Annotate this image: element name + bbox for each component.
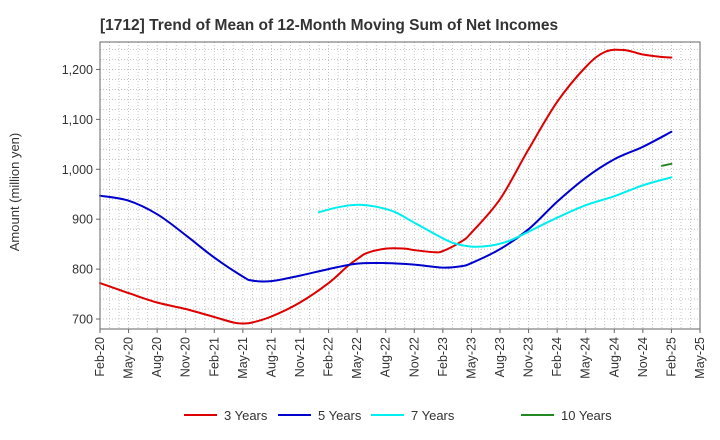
x-tick-label: May-21 — [236, 337, 250, 379]
series-layer — [99, 48, 673, 325]
x-tick-label: Aug-23 — [493, 337, 507, 377]
x-tick-label: May-25 — [693, 337, 707, 379]
chart-title: [1712] Trend of Mean of 12-Month Moving … — [100, 17, 558, 34]
x-tick-label: Nov-21 — [293, 337, 307, 377]
x-tick-label: Aug-24 — [607, 337, 621, 377]
series-line-10-years — [660, 162, 673, 167]
x-tick-label: Aug-22 — [379, 337, 393, 377]
x-tick-label: May-23 — [464, 337, 478, 379]
x-tick-label: May-20 — [122, 337, 136, 379]
legend-label-5-years: 5 Years — [318, 408, 362, 423]
series-line-5-years — [99, 130, 673, 283]
legend-label-10-years: 10 Years — [561, 408, 612, 423]
x-tick-label: Feb-22 — [322, 337, 336, 377]
x-tick-label: Nov-24 — [636, 337, 650, 377]
x-tick-label: Feb-25 — [664, 337, 678, 377]
legend-label-7-years: 7 Years — [411, 408, 455, 423]
y-tick-label: 700 — [72, 313, 93, 327]
x-tick-label: Nov-22 — [407, 337, 421, 377]
y-tick-label: 1,200 — [62, 63, 93, 77]
x-tick-label: Aug-20 — [150, 337, 164, 377]
grid-lines — [99, 42, 701, 329]
legend: 3 Years 5 Years 7 Years 10 Years — [184, 408, 612, 423]
x-tick-label: Feb-21 — [207, 337, 221, 377]
y-axis-label: Amount (million yen) — [7, 133, 22, 252]
x-tick-label: Nov-20 — [179, 337, 193, 377]
y-tick-label: 1,100 — [62, 113, 93, 127]
x-tick-label: Nov-23 — [522, 337, 536, 377]
series-line-3-years — [99, 48, 673, 325]
plot-area — [99, 41, 701, 330]
x-tick-label: Aug-21 — [264, 337, 278, 377]
y-tick-label: 1,000 — [62, 163, 93, 177]
x-tick-label: May-22 — [350, 337, 364, 379]
y-tick-label: 800 — [72, 263, 93, 277]
legend-label-3-years: 3 Years — [224, 408, 268, 423]
y-tick-label: 900 — [72, 213, 93, 227]
x-tick-label: Feb-23 — [436, 337, 450, 377]
x-tick-label: Feb-24 — [550, 337, 564, 377]
x-tick-label: May-24 — [579, 337, 593, 379]
y-tick-labels: 700 800 900 1,000 1,100 1,200 — [62, 63, 100, 327]
x-tick-label: Feb-20 — [93, 337, 107, 377]
x-tick-labels: Feb-20 May-20 Aug-20 Nov-20 Feb-21 May-21 Aug-… — [93, 329, 707, 379]
series-line-7-years — [318, 176, 673, 248]
